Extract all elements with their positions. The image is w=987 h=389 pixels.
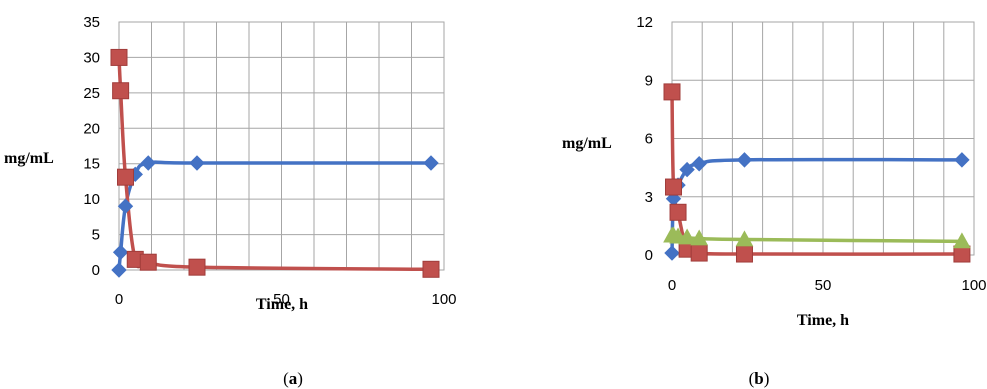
y-tick-label: 5 — [92, 227, 100, 244]
series-1-point — [664, 245, 680, 261]
x-tick-label: 50 — [273, 291, 290, 308]
series-2-point — [117, 168, 134, 186]
series-2-line — [670, 90, 964, 256]
y-tick-label: 6 — [645, 131, 653, 148]
series-2-point — [422, 260, 440, 278]
series-1-line — [117, 160, 433, 272]
y-tick-label: 35 — [83, 14, 100, 31]
series-2-point — [663, 83, 681, 101]
series-1-point — [111, 262, 127, 278]
x-tick-label: 0 — [668, 277, 676, 294]
series-3-point — [735, 230, 754, 247]
series-2-point — [139, 253, 157, 271]
series-2-point — [953, 245, 971, 263]
series-2-point — [690, 244, 708, 262]
x-tick-label: 100 — [431, 291, 456, 308]
y-tick-label: 0 — [645, 247, 653, 264]
series-3-point — [678, 228, 696, 245]
series-2-point — [665, 178, 683, 196]
y-tick-label: 0 — [92, 262, 100, 279]
y-tick-label: 20 — [83, 120, 100, 137]
y-tick-label: 3 — [645, 189, 653, 206]
y-tick-label: 12 — [636, 14, 653, 31]
y-tick-label: 10 — [83, 191, 100, 208]
y-tick-label: 25 — [83, 85, 100, 102]
panel-label: (b) — [749, 369, 770, 388]
x-tick-label: 100 — [961, 277, 986, 294]
series-1-point — [112, 244, 129, 260]
series-2-point — [735, 245, 753, 263]
x-tick-label: 50 — [815, 277, 832, 294]
series-2-point — [110, 48, 128, 66]
series-3-line — [670, 233, 964, 244]
series-2-point — [669, 203, 687, 221]
y-axis-label: mg/mL — [4, 150, 54, 167]
chart-a: 0 5 10 15 20 25 30 35 0 50 100 mg/mL Time, h (a) — [4, 14, 457, 388]
panel-label: (a) — [283, 369, 303, 388]
series-1-point — [954, 152, 970, 168]
series-1-point — [117, 198, 134, 214]
series-2-point — [188, 258, 206, 276]
series-1-point — [679, 161, 695, 178]
panel-letter: b — [754, 369, 763, 388]
series-1-point — [423, 155, 439, 171]
x-axis-label: Time, h — [256, 296, 308, 313]
series-1-point — [140, 155, 156, 171]
y-tick-label: 30 — [83, 49, 100, 66]
series-3-point — [690, 229, 709, 246]
chart-b: 0 3 6 9 12 0 50 100 mg/mL Time, h (b) — [562, 14, 987, 388]
y-tick-label: 15 — [83, 156, 100, 173]
series-1-point — [189, 155, 205, 171]
panel-letter: a — [289, 369, 298, 388]
x-axis-label: Time, h — [797, 312, 849, 329]
x-tick-label: 0 — [115, 291, 123, 308]
series-3-point — [953, 232, 971, 249]
series-1-point — [691, 156, 707, 172]
series-2-point — [112, 82, 130, 100]
y-axis-label: mg/mL — [562, 135, 612, 152]
y-tick-label: 9 — [645, 72, 653, 89]
series-1-point — [736, 152, 753, 168]
